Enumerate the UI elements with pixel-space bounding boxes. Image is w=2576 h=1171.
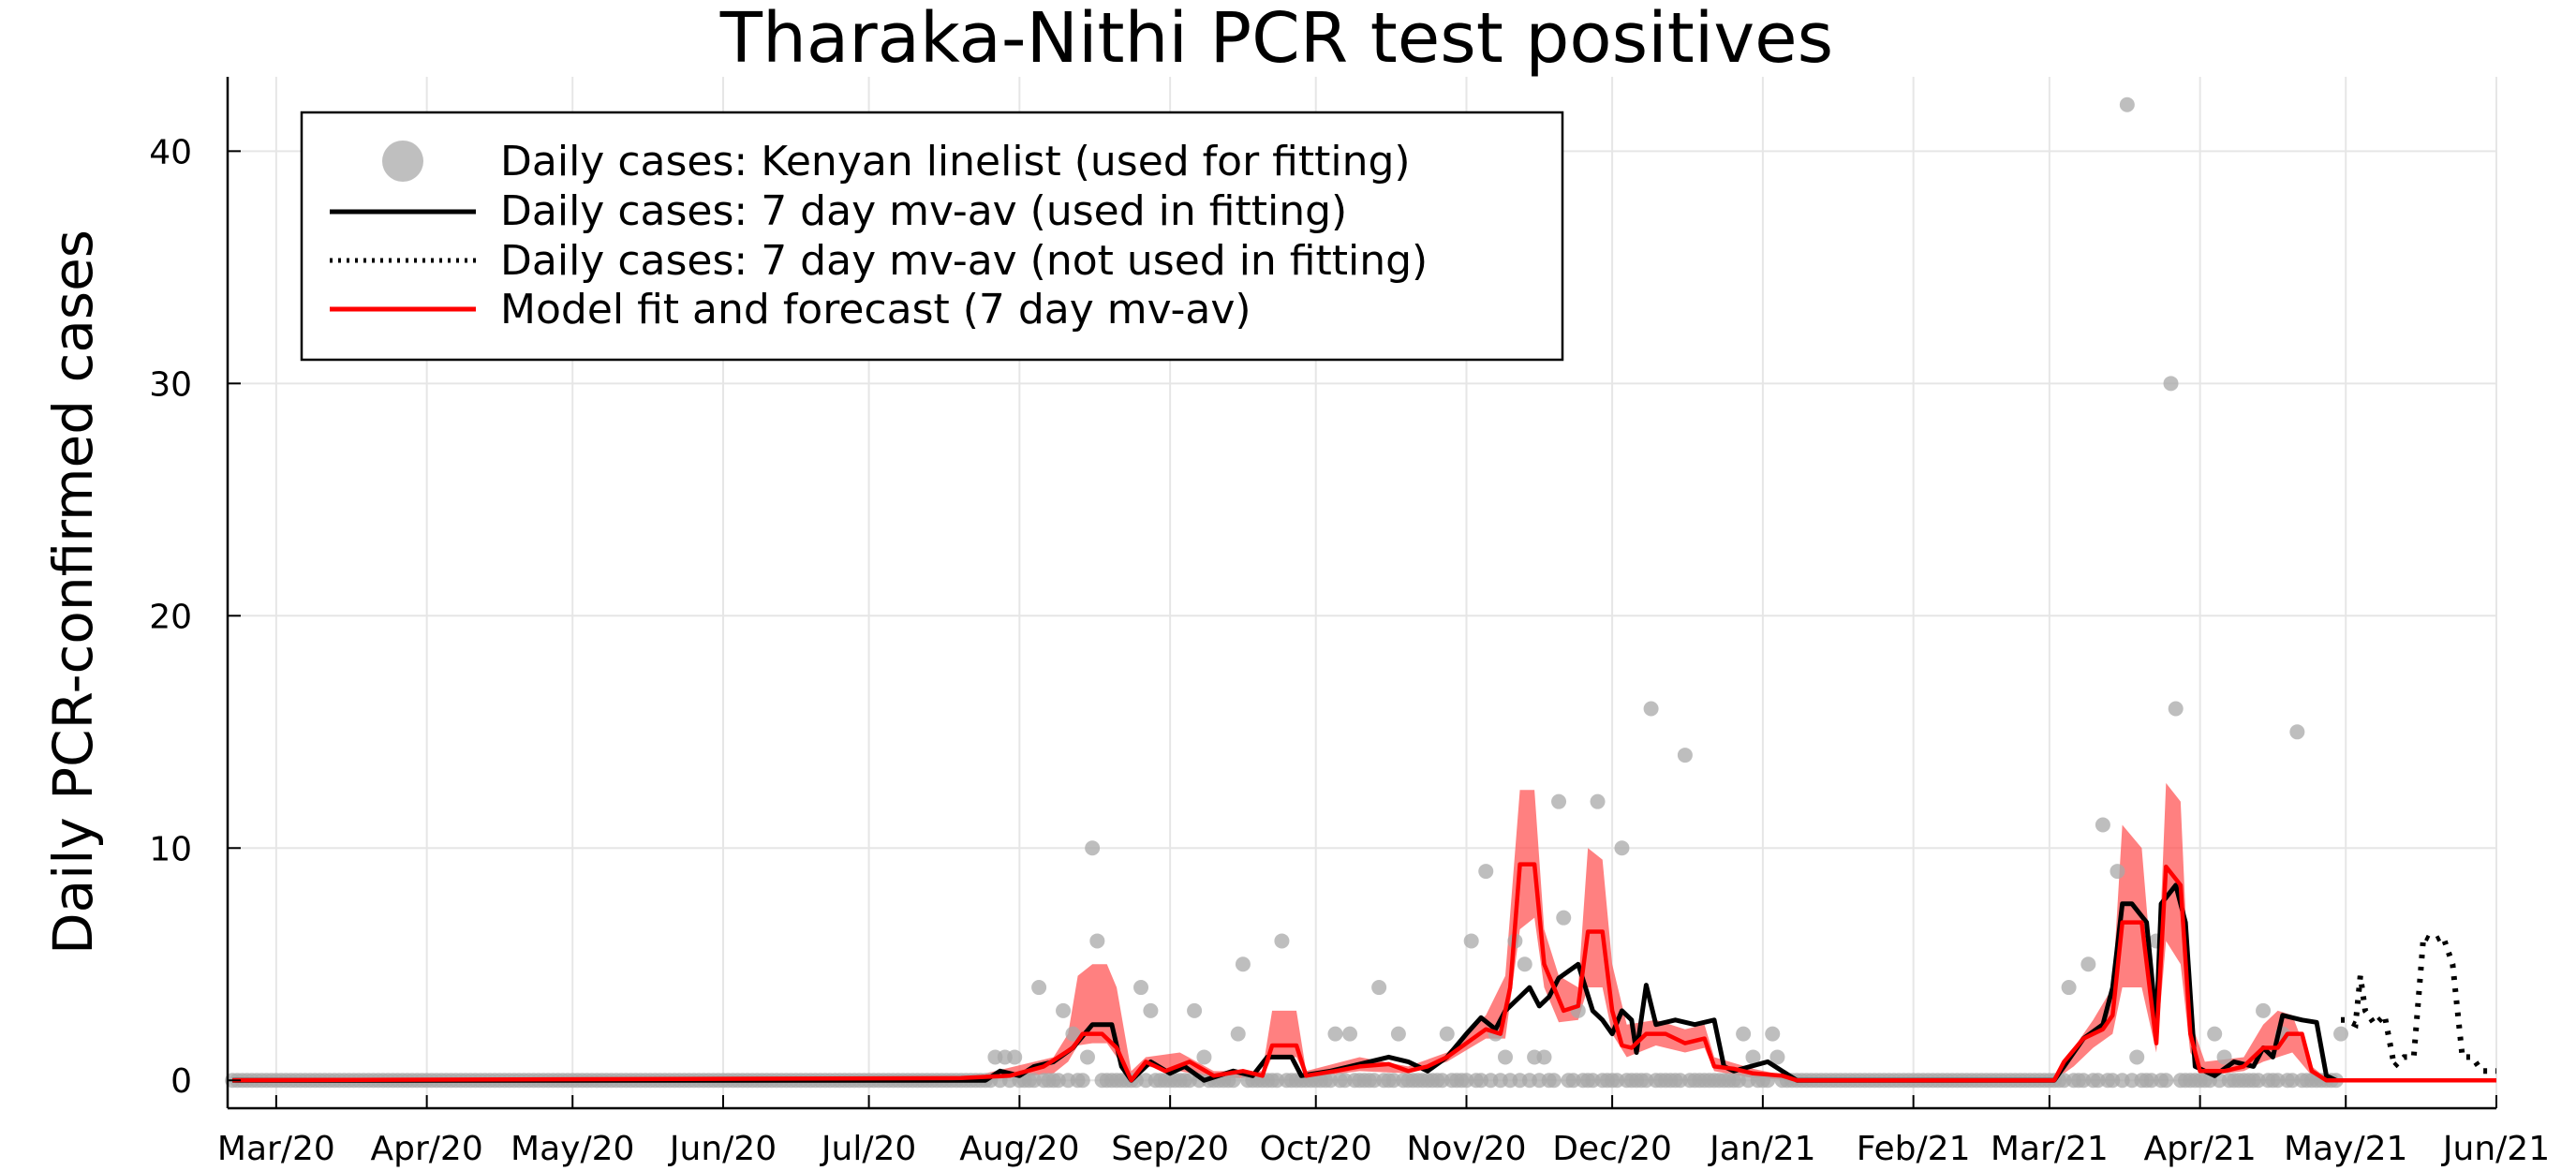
scatter-point — [2129, 1049, 2145, 1065]
scatter-point — [2163, 376, 2179, 392]
line-layer — [232, 862, 2496, 1083]
scatter-point — [1274, 933, 1290, 949]
x-tick-label: Sep/20 — [1111, 1130, 1229, 1168]
scatter-point — [1497, 1049, 1513, 1065]
scatter-point — [1556, 910, 1572, 926]
y-tick-label: 30 — [149, 365, 192, 404]
scatter-point — [1089, 933, 1105, 949]
y-tick-label: 20 — [149, 598, 192, 636]
model-line — [232, 862, 2496, 1083]
scatter-point — [1327, 1026, 1343, 1042]
legend-label-scatter: Daily cases: Kenyan linelist (used for f… — [500, 138, 1411, 185]
scatter-point — [2119, 96, 2135, 112]
scatter-point — [1765, 1026, 1781, 1042]
scatter-point — [2110, 864, 2125, 880]
x-tick-label: Nov/20 — [1406, 1130, 1526, 1168]
x-tick-label: May/21 — [2284, 1130, 2407, 1168]
legend-label-mvav: Daily cases: 7 day mv-av (used in fittin… — [500, 187, 1347, 235]
y-axis-label: Daily PCR-confirmed cases — [41, 230, 105, 955]
scatter-point — [1342, 1026, 1358, 1042]
scatter-point — [1031, 980, 1047, 996]
scatter-point — [2289, 724, 2305, 740]
scatter-point — [2158, 1073, 2174, 1089]
scatter-point — [1736, 1026, 1752, 1042]
x-tick-label: Apr/20 — [371, 1130, 483, 1168]
scatter-point — [1133, 980, 1149, 996]
scatter-point — [1074, 1073, 1090, 1089]
scatter-point — [1230, 1026, 1246, 1042]
x-tick-label: Mar/20 — [217, 1130, 335, 1168]
y-tick-label: 40 — [149, 133, 192, 171]
mvav-line — [232, 882, 2337, 1083]
scatter-point — [1235, 956, 1251, 972]
scatter-point — [1478, 864, 1494, 880]
legend-marker-scatter — [382, 141, 423, 182]
tick-labels: Mar/20 Apr/20 May/20 Jun/20 Jul/20 Aug/20 Sep/… — [149, 133, 2550, 1168]
scatter-point — [1007, 1049, 1023, 1065]
scatter-point — [2168, 701, 2184, 717]
scatter-point — [2061, 980, 2077, 996]
x-tick-label: Jul/20 — [820, 1130, 916, 1168]
scatter-point — [1085, 840, 1101, 856]
legend-label-mvav-unused: Daily cases: 7 day mv-av (not used in fi… — [500, 237, 1428, 285]
scatter-point — [1196, 1049, 1212, 1065]
scatter-point — [1225, 1073, 1241, 1089]
x-tick-label: Jun/20 — [668, 1130, 777, 1168]
legend: Daily cases: Kenyan linelist (used for f… — [300, 111, 1564, 362]
scatter-point — [1769, 1049, 1785, 1065]
scatter-point — [1056, 1002, 1072, 1018]
scatter-point — [1439, 1026, 1455, 1042]
scatter-point — [1390, 1026, 1406, 1042]
scatter-point — [1143, 1002, 1159, 1018]
scatter-point — [1677, 748, 1693, 763]
scatter-point — [1614, 840, 1630, 856]
y-tick-label: 0 — [170, 1062, 192, 1101]
x-tick-label: Mar/21 — [1991, 1130, 2109, 1168]
scatter-point — [2216, 1049, 2232, 1065]
axes — [226, 77, 2497, 1110]
chart-title: Tharaka-Nithi PCR test positives — [719, 0, 1833, 79]
scatter-point — [1590, 793, 1606, 809]
legend-box — [300, 111, 1564, 362]
y-tick-label: 10 — [149, 830, 192, 868]
scatter-point — [2207, 1026, 2223, 1042]
scatter-point — [1745, 1049, 1761, 1065]
scatter-point — [1463, 933, 1479, 949]
scatter-point — [1546, 1073, 1562, 1089]
x-tick-label: Feb/21 — [1857, 1130, 1971, 1168]
x-tick-label: May/20 — [511, 1130, 634, 1168]
legend-label-model: Model fit and forecast (7 day mv-av) — [500, 286, 1251, 334]
scatter-point — [2080, 956, 2096, 972]
scatter-point — [2333, 1026, 2349, 1042]
scatter-point — [2256, 1002, 2272, 1018]
scatter-point — [1065, 1026, 1081, 1042]
scatter-point — [1643, 701, 1659, 717]
x-tick-label: Apr/21 — [2144, 1130, 2257, 1168]
scatter-point — [1517, 956, 1532, 972]
x-tick-label: Dec/20 — [1552, 1130, 1672, 1168]
scatter-point — [1187, 1002, 1203, 1018]
scatter-point — [1551, 793, 1567, 809]
x-tick-label: Oct/20 — [1260, 1130, 1372, 1168]
scatter-point — [1536, 1049, 1552, 1065]
scatter-point — [1371, 980, 1387, 996]
x-tick-label: Jun/21 — [2441, 1130, 2550, 1168]
scatter-point — [2095, 817, 2110, 833]
x-tick-label: Jan/21 — [1708, 1130, 1815, 1168]
scatter-point — [1079, 1049, 1095, 1065]
x-tick-label: Aug/20 — [959, 1130, 1079, 1168]
